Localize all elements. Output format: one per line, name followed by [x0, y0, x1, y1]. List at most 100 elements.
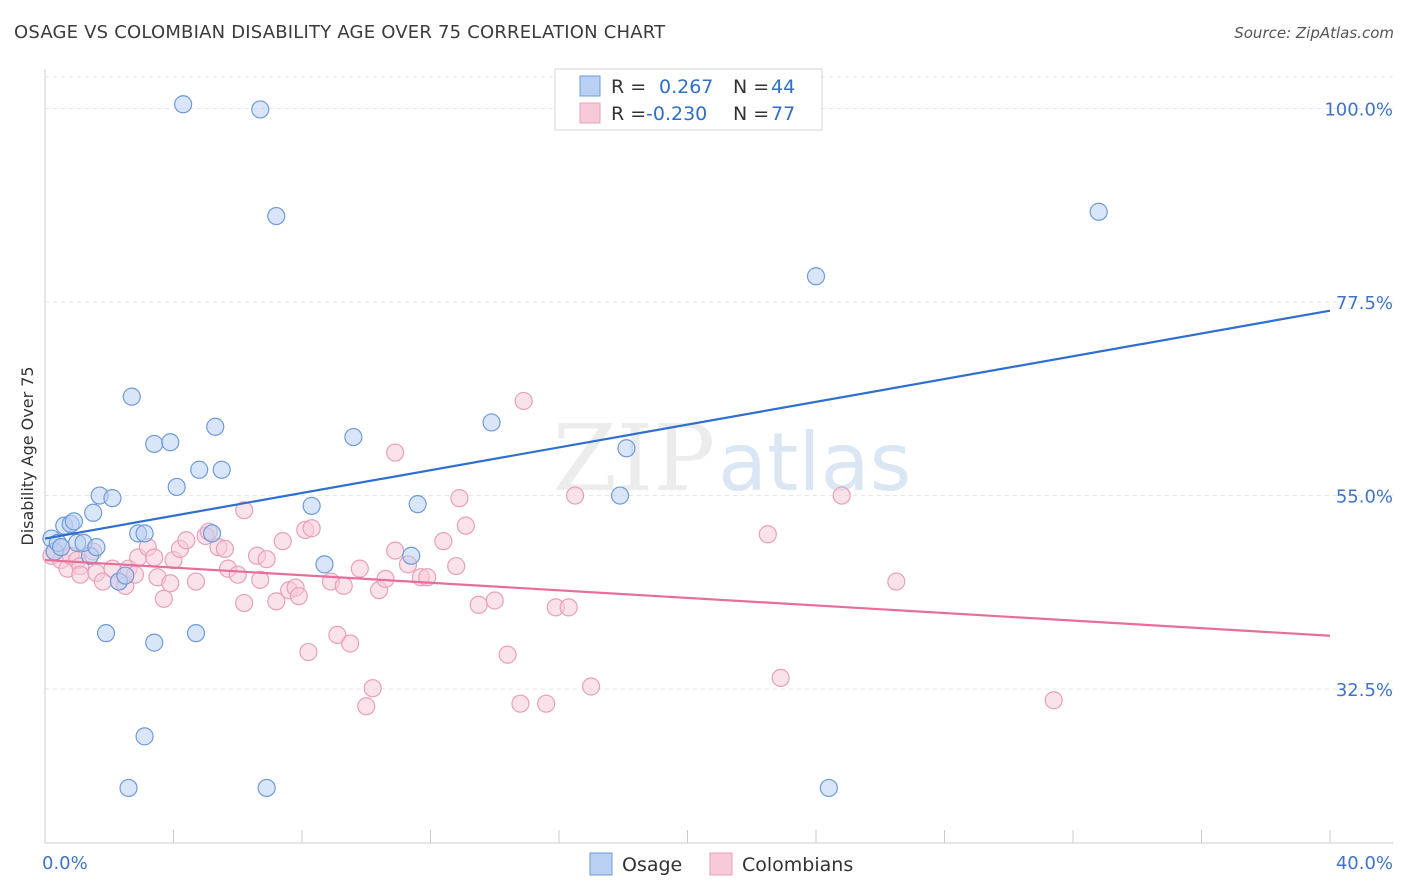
data-point-colombians [559, 598, 578, 617]
legend-n-label-colombians: N = [733, 103, 769, 125]
series-legend: Osage Colombians [589, 852, 853, 876]
data-point-osage [1089, 202, 1108, 221]
data-point-colombians [565, 486, 585, 505]
data-point-colombians [758, 525, 777, 544]
data-point-osage [145, 633, 164, 652]
trend-line-colombians [44, 558, 1331, 637]
data-point-colombians [582, 677, 601, 696]
data-point-osage [610, 486, 630, 505]
source-label: Source: ZipAtlas.com [1234, 24, 1394, 42]
data-point-colombians [302, 519, 321, 538]
data-point-osage [806, 267, 826, 286]
data-point-osage [819, 778, 838, 798]
data-point-osage [186, 624, 206, 643]
data-point-colombians [235, 501, 254, 520]
data-point-osage [145, 434, 164, 454]
data-point-colombians [177, 531, 196, 550]
data-point-osage [64, 512, 84, 531]
data-point-osage [103, 489, 122, 508]
data-point-colombians [357, 697, 376, 716]
data-point-colombians [537, 694, 556, 713]
data-point-osage [617, 439, 636, 458]
data-point-colombians [386, 541, 405, 560]
data-point-colombians [341, 634, 360, 653]
data-point-osage [344, 427, 363, 447]
x-tick-label-min: 0.0% [42, 853, 88, 874]
data-point-colombians [434, 532, 453, 551]
tick-labels: 32.5% 55.0% 77.5% 100.0% 0.0% 40.0% [42, 100, 1393, 874]
data-point-osage [190, 460, 209, 479]
data-point-colombians [1044, 691, 1063, 710]
y-tick-label: 55.0% [1336, 487, 1393, 508]
data-point-colombians [228, 565, 247, 584]
data-point-osage [315, 555, 334, 574]
data-point-colombians [832, 486, 851, 505]
correlation-legend: R = 0.267 N = 44 R = -0.230 N = 77 [554, 68, 823, 131]
data-point-osage [87, 538, 106, 557]
data-point-osage [402, 546, 421, 565]
data-point-osage [161, 433, 180, 452]
data-point-osage [116, 566, 135, 585]
data-points [42, 95, 1108, 798]
legend-swatch-osage [579, 75, 601, 97]
data-point-osage [51, 538, 71, 557]
data-point-colombians [186, 572, 206, 591]
data-point-colombians [235, 593, 254, 613]
data-point-osage [202, 524, 222, 543]
data-point-colombians [485, 591, 504, 610]
data-point-osage [135, 727, 154, 746]
x-tick-label-max: 40.0% [1336, 853, 1393, 874]
y-tick-label: 100.0% [1324, 100, 1393, 121]
data-point-colombians [161, 574, 180, 593]
data-point-osage [119, 778, 138, 798]
data-point-colombians [514, 391, 533, 411]
data-point-colombians [71, 565, 90, 584]
data-point-osage [135, 524, 154, 543]
data-point-colombians [251, 570, 270, 589]
data-point-osage [302, 496, 321, 515]
trend-lines [44, 309, 1331, 637]
data-point-colombians [299, 642, 318, 662]
chart-title: OSAGE VS COLOMBIAN DISABILITY AGE OVER 7… [14, 22, 666, 43]
legend-r-label-colombians: R = [611, 103, 646, 125]
data-point-osage [482, 413, 501, 432]
data-point-colombians [498, 645, 517, 664]
data-point-osage [206, 417, 225, 436]
data-point-colombians [771, 668, 790, 687]
legend-n-value-colombians: 77 [771, 103, 795, 125]
data-point-colombians [887, 572, 906, 591]
data-point-osage [84, 503, 103, 522]
data-point-colombians [215, 539, 234, 558]
data-point-colombians [267, 592, 286, 611]
legend-r-label-osage: R = [611, 76, 646, 98]
series-legend-swatch-osage [589, 852, 613, 876]
data-point-osage [257, 778, 276, 798]
data-point-osage [122, 387, 141, 406]
data-point-colombians [511, 694, 530, 713]
data-point-colombians [154, 589, 173, 608]
data-point-osage [408, 495, 427, 514]
data-point-colombians [469, 595, 488, 614]
data-point-colombians [273, 532, 292, 551]
data-point-osage [212, 460, 231, 479]
data-point-colombians [145, 548, 164, 567]
data-point-colombians [447, 556, 466, 576]
data-point-colombians [350, 559, 369, 578]
series-legend-label-colombians: Colombians [742, 854, 853, 876]
legend-swatch-colombians [579, 102, 601, 124]
data-point-osage [96, 624, 116, 643]
y-tick-label: 77.5% [1336, 293, 1393, 314]
legend-n-value-osage: 44 [771, 76, 795, 98]
legend-r-value-osage: 0.267 [659, 76, 713, 98]
data-point-osage [267, 206, 286, 226]
data-point-colombians [363, 679, 382, 698]
legend-r-value-colombians: -0.230 [646, 103, 707, 125]
data-point-colombians [450, 489, 469, 508]
series-legend-swatch-colombians [709, 852, 733, 876]
data-point-colombians [334, 576, 353, 595]
axes [44, 69, 1393, 844]
y-axis-title: Disability Age Over 75 [18, 366, 37, 545]
data-point-osage [174, 95, 193, 114]
data-point-colombians [328, 625, 347, 644]
